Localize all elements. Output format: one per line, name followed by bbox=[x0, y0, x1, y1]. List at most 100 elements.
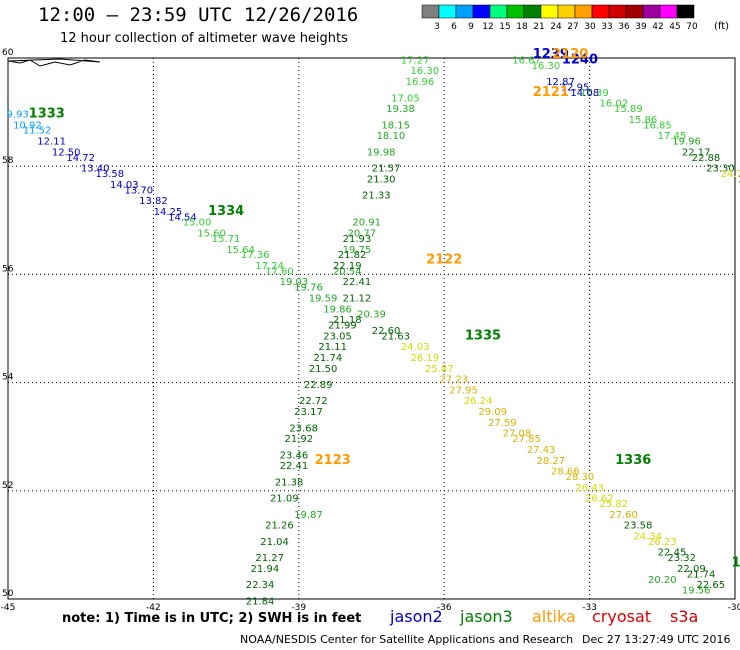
pass-number-label: 1239 bbox=[533, 47, 569, 62]
swh-value-label: 16.30 bbox=[410, 66, 439, 77]
swh-value-label: 21.63 bbox=[381, 331, 410, 342]
colorbar-tick-label: 24 bbox=[550, 22, 562, 32]
swh-value-label: 15.89 bbox=[614, 104, 643, 115]
colorbar-tick-label: 39 bbox=[635, 22, 647, 32]
swh-value-label: 14.72 bbox=[66, 153, 95, 164]
swh-value-label: 19.86 bbox=[323, 304, 352, 315]
swh-value-label: 21.04 bbox=[260, 537, 289, 548]
swh-value-label: 13.82 bbox=[139, 196, 168, 207]
swh-value-label: 26.62 bbox=[585, 494, 614, 505]
x-tick-label: -30 bbox=[728, 603, 740, 613]
swh-value-label: 23.58 bbox=[624, 521, 653, 532]
colorbar-tick-label: 12 bbox=[482, 22, 493, 32]
colorbar-tick-label: 30 bbox=[584, 22, 596, 32]
swh-value-label: 21.30 bbox=[367, 174, 396, 185]
swh-value-label: 11.52 bbox=[23, 126, 52, 137]
swh-value-label: 17.45 bbox=[658, 131, 687, 142]
colorbar-swatch bbox=[676, 4, 695, 19]
x-tick-label: -39 bbox=[291, 603, 306, 613]
swh-value-label: 12.95 bbox=[561, 82, 590, 93]
swh-value-label: 19.56 bbox=[682, 586, 711, 597]
swh-value-label: 17.27 bbox=[401, 55, 430, 66]
swh-value-label: 26.43 bbox=[575, 483, 604, 494]
swh-value-label: 17.24 bbox=[255, 261, 284, 272]
swh-value-label: 21.50 bbox=[309, 364, 338, 375]
pass-number-label: 1335 bbox=[465, 328, 501, 343]
swh-value-label: 15.00 bbox=[183, 218, 212, 229]
pass-number-label: 2121 bbox=[533, 85, 569, 100]
swh-value-label: 16.30 bbox=[532, 61, 561, 72]
swh-value-label: 19.75 bbox=[343, 245, 372, 256]
swh-value-label: 23.17 bbox=[294, 407, 323, 418]
colorbar-tick-label: 18 bbox=[516, 22, 528, 32]
x-tick-label: -42 bbox=[146, 603, 161, 613]
mission-label-s3a: s3a bbox=[670, 607, 699, 626]
swh-value-label: 21.84 bbox=[246, 596, 275, 607]
swh-value-label: 21.94 bbox=[251, 564, 280, 575]
swh-value-label: 9.93 bbox=[7, 110, 29, 121]
x-tick-label: -45 bbox=[1, 603, 16, 613]
swh-value-label: 28.30 bbox=[566, 472, 595, 483]
swh-value-label: 12.50 bbox=[52, 147, 81, 158]
swh-value-label: 21.26 bbox=[265, 521, 294, 532]
colorbar-tick-label: 27 bbox=[567, 22, 578, 32]
swh-value-label: 22.60 bbox=[372, 326, 401, 337]
colorbar-swatch bbox=[625, 4, 644, 19]
swh-value-label: 19.98 bbox=[367, 147, 396, 158]
swh-value-label: 24.03 bbox=[401, 342, 430, 353]
swh-value-label: 20.39 bbox=[357, 310, 386, 321]
swh-value-label: 24.34 bbox=[633, 531, 662, 542]
swh-value-label: 12.11 bbox=[37, 137, 66, 148]
swh-value-label: 20.20 bbox=[648, 575, 677, 586]
colorbar-swatch bbox=[591, 4, 610, 19]
pass-number-label: 1334 bbox=[208, 204, 244, 219]
swh-value-label: 20.77 bbox=[347, 229, 376, 240]
swh-value-label: 19.59 bbox=[309, 293, 338, 304]
swh-value-label: 21.93 bbox=[343, 234, 372, 245]
swh-value-label: 18.15 bbox=[381, 120, 410, 131]
swh-value-label: 19.96 bbox=[672, 137, 701, 148]
mission-label-altika: altika bbox=[532, 607, 576, 626]
swh-value-label: 23.05 bbox=[323, 331, 352, 342]
swh-value-label: 24.70 bbox=[721, 169, 740, 180]
swh-value-label: 21.18 bbox=[333, 315, 362, 326]
swh-value-label: 21.99 bbox=[328, 321, 357, 332]
swh-value-label: 17.60 bbox=[265, 266, 294, 277]
x-tick-label: -33 bbox=[582, 603, 597, 613]
swh-value-label: 22.72 bbox=[299, 396, 328, 407]
colorbar-swatch bbox=[472, 4, 491, 19]
swh-value-label: 15.71 bbox=[212, 234, 241, 245]
swh-value-label: 13.70 bbox=[125, 185, 154, 196]
footer-note: note: 1) Time is in UTC; 2) SWH is in fe… bbox=[62, 611, 362, 626]
swh-value-label: 21.38 bbox=[275, 477, 304, 488]
timestamp-text: Dec 27 13:27:49 UTC 2016 bbox=[582, 633, 731, 646]
plot-frame bbox=[7, 57, 736, 600]
swh-value-label: 21.57 bbox=[372, 164, 401, 175]
swh-value-label: 19.03 bbox=[280, 277, 309, 288]
swh-value-label: 14.08 bbox=[570, 88, 599, 99]
swh-value-label: 10.92 bbox=[13, 120, 42, 131]
colorbar-tick-label: 45 bbox=[669, 22, 680, 32]
swh-value-label: 21.82 bbox=[338, 250, 367, 261]
swh-value-label: 13.40 bbox=[81, 164, 110, 175]
swh-value-label: 27.08 bbox=[503, 429, 532, 440]
swh-value-label: 28.27 bbox=[537, 456, 566, 467]
swh-value-label: 16.39 bbox=[580, 88, 609, 99]
colorbar-tick-label: 6 bbox=[451, 22, 457, 32]
swh-value-label: 25.82 bbox=[600, 499, 629, 510]
chart-title: 12:00 – 23:59 UTC 12/26/2016 bbox=[38, 4, 359, 26]
credit-text: NOAA/NESDIS Center for Satellite Applica… bbox=[240, 633, 574, 646]
pass-number-label: 1337 bbox=[731, 556, 740, 571]
colorbar-tick-label: 21 bbox=[533, 22, 544, 32]
swh-value-label: 13.58 bbox=[95, 169, 124, 180]
colorbar-tick-label: 70 bbox=[686, 22, 698, 32]
swh-value-label: 23.32 bbox=[667, 553, 696, 564]
x-tick-label: -36 bbox=[437, 603, 452, 613]
swh-value-label: 18.10 bbox=[377, 131, 406, 142]
colorbar-swatch bbox=[455, 4, 474, 19]
swh-value-label: 17.05 bbox=[391, 93, 420, 104]
colorbar-tick-label: 36 bbox=[618, 22, 630, 32]
swh-value-label: 21.12 bbox=[343, 293, 372, 304]
swh-value-label: 21.74 bbox=[687, 569, 716, 580]
